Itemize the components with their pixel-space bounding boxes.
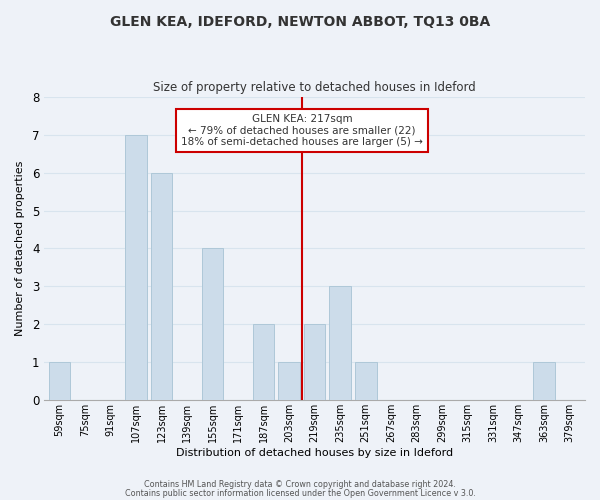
- Bar: [151, 172, 172, 400]
- Title: Size of property relative to detached houses in Ideford: Size of property relative to detached ho…: [153, 82, 476, 94]
- Bar: [329, 286, 351, 400]
- Bar: [202, 248, 223, 400]
- Text: Contains public sector information licensed under the Open Government Licence v : Contains public sector information licen…: [125, 489, 475, 498]
- Bar: [49, 362, 70, 400]
- Bar: [355, 362, 377, 400]
- Bar: [533, 362, 555, 400]
- Text: GLEN KEA, IDEFORD, NEWTON ABBOT, TQ13 0BA: GLEN KEA, IDEFORD, NEWTON ABBOT, TQ13 0B…: [110, 15, 490, 29]
- Bar: [125, 135, 147, 400]
- X-axis label: Distribution of detached houses by size in Ideford: Distribution of detached houses by size …: [176, 448, 453, 458]
- Bar: [253, 324, 274, 400]
- Bar: [278, 362, 300, 400]
- Text: Contains HM Land Registry data © Crown copyright and database right 2024.: Contains HM Land Registry data © Crown c…: [144, 480, 456, 489]
- Text: GLEN KEA: 217sqm
← 79% of detached houses are smaller (22)
18% of semi-detached : GLEN KEA: 217sqm ← 79% of detached house…: [181, 114, 423, 148]
- Bar: [304, 324, 325, 400]
- Y-axis label: Number of detached properties: Number of detached properties: [15, 160, 25, 336]
